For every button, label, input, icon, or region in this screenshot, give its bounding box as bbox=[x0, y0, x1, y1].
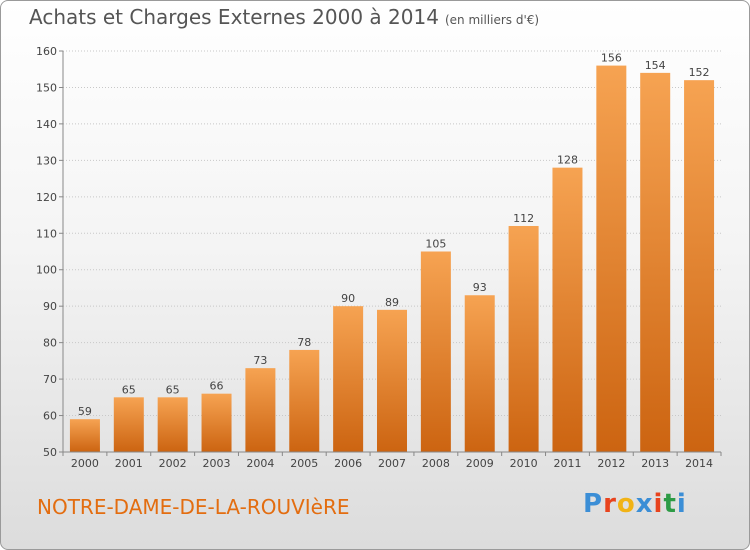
bar-value-label: 156 bbox=[601, 52, 622, 65]
y-tick-label: 80 bbox=[43, 337, 57, 350]
bar bbox=[596, 65, 627, 452]
bar-value-label: 90 bbox=[341, 292, 355, 305]
x-tick-label: 2001 bbox=[115, 457, 143, 470]
bar-value-label: 66 bbox=[210, 380, 224, 393]
x-tick-label: 2005 bbox=[290, 457, 318, 470]
y-tick-label: 130 bbox=[36, 154, 57, 167]
x-tick-label: 2000 bbox=[71, 457, 99, 470]
bar-value-label: 128 bbox=[557, 154, 578, 167]
logo-letter: i bbox=[653, 489, 664, 519]
chart-title-text: Achats et Charges Externes 2000 à 2014 bbox=[29, 5, 439, 29]
y-tick-label: 150 bbox=[36, 81, 57, 94]
bar-value-label: 65 bbox=[122, 383, 136, 396]
x-tick-label: 2010 bbox=[510, 457, 538, 470]
x-tick-label: 2008 bbox=[422, 457, 450, 470]
bar-value-label: 78 bbox=[297, 336, 311, 349]
y-tick-label: 110 bbox=[36, 227, 57, 240]
bar-value-label: 65 bbox=[166, 383, 180, 396]
bar bbox=[113, 397, 144, 452]
logo-letter: t bbox=[663, 489, 677, 519]
logo-letter: P bbox=[583, 489, 604, 519]
proxiti-logo: Proxiti bbox=[583, 489, 687, 519]
bar bbox=[420, 251, 451, 452]
bar bbox=[377, 309, 407, 452]
bar bbox=[289, 349, 320, 452]
y-tick-label: 120 bbox=[36, 191, 57, 204]
bar bbox=[333, 306, 364, 452]
bar-value-label: 73 bbox=[253, 354, 267, 367]
bar-value-label: 112 bbox=[513, 212, 534, 225]
y-tick-label: 90 bbox=[43, 300, 57, 313]
logo-letter: o bbox=[616, 489, 636, 519]
logo-letter: x bbox=[635, 489, 654, 519]
bar bbox=[464, 295, 495, 452]
bar bbox=[640, 72, 671, 452]
y-tick-label: 160 bbox=[36, 45, 57, 58]
bar bbox=[552, 167, 583, 452]
bar bbox=[157, 397, 188, 452]
x-tick-label: 2014 bbox=[685, 457, 713, 470]
bar-value-label: 59 bbox=[78, 405, 92, 418]
y-tick-label: 70 bbox=[43, 373, 57, 386]
x-tick-label: 2012 bbox=[597, 457, 625, 470]
y-tick-label: 60 bbox=[43, 410, 57, 423]
x-tick-label: 2004 bbox=[246, 457, 274, 470]
bar bbox=[201, 393, 232, 452]
y-tick-label: 100 bbox=[36, 264, 57, 277]
y-tick-label: 140 bbox=[36, 118, 57, 131]
x-tick-label: 2002 bbox=[159, 457, 187, 470]
bar-value-label: 154 bbox=[645, 59, 666, 72]
bar bbox=[508, 225, 539, 452]
x-tick-label: 2011 bbox=[553, 457, 581, 470]
bar bbox=[69, 419, 100, 452]
bar bbox=[684, 80, 715, 452]
bar-value-label: 89 bbox=[385, 296, 399, 309]
x-tick-label: 2007 bbox=[378, 457, 406, 470]
commune-name: NOTRE-DAME-DE-LA-ROUVIèRE bbox=[37, 495, 350, 519]
logo-letter: i bbox=[676, 489, 687, 519]
bar-value-label: 152 bbox=[689, 66, 710, 79]
bar-value-label: 105 bbox=[425, 238, 446, 251]
chart-subtitle: (en milliers d'€) bbox=[444, 13, 540, 27]
bar-value-label: 93 bbox=[473, 281, 487, 294]
bar bbox=[245, 368, 276, 452]
x-tick-label: 2013 bbox=[641, 457, 669, 470]
x-tick-label: 2009 bbox=[466, 457, 494, 470]
chart-title: Achats et Charges Externes 2000 à 2014 (e… bbox=[29, 5, 539, 29]
x-tick-label: 2006 bbox=[334, 457, 362, 470]
logo-letter: r bbox=[603, 489, 617, 519]
x-tick-label: 2003 bbox=[203, 457, 231, 470]
y-tick-label: 50 bbox=[43, 446, 57, 459]
